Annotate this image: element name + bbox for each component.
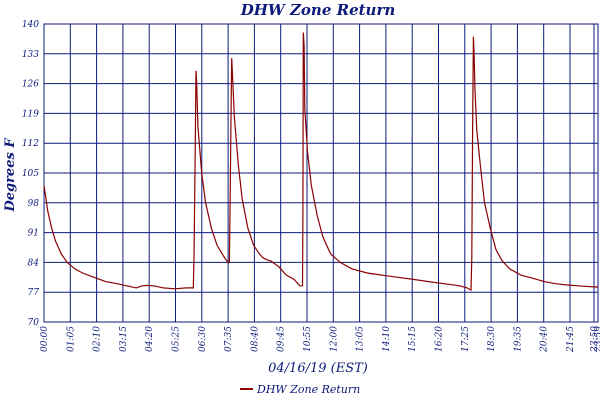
y-tick-label: 98	[28, 199, 40, 209]
y-tick-label: 140	[22, 20, 39, 30]
x-tick-label: 10:55	[303, 326, 313, 352]
plot-frame	[43, 23, 599, 323]
series-line-dhw-zone-return	[43, 32, 599, 292]
x-axis-label: 04/16/19 (EST)	[268, 361, 368, 376]
x-tick-label: 01:05	[66, 326, 76, 352]
x-tick-label: 12:00	[329, 326, 339, 352]
legend-label: DHW Zone Return	[256, 383, 360, 396]
x-tick-label: 21:45	[566, 326, 576, 353]
y-tick-label: 84	[28, 258, 40, 268]
y-tick-label: 126	[22, 80, 39, 90]
x-tick-label: 20:40	[540, 326, 550, 353]
x-tick-label: 05:25	[172, 326, 182, 352]
x-tick-label: 23:50	[590, 326, 600, 353]
y-tick-label: 119	[22, 109, 39, 119]
x-tick-labels: 00:00 01:05 02:10 03:15 04:20 05:25 06:30 07:35…	[40, 326, 600, 353]
x-tick-label: 19:35	[513, 326, 523, 352]
y-tick-label: 133	[22, 50, 39, 60]
x-tick-label: 08:40	[250, 326, 260, 352]
y-tick-label: 77	[28, 288, 40, 298]
y-tick-label: 105	[22, 169, 39, 179]
x-tick-label: 02:10	[93, 326, 103, 352]
y-axis-label: Degrees F	[3, 138, 18, 213]
gridlines	[43, 23, 599, 323]
x-tick-label: 07:35	[224, 326, 234, 352]
x-tick-label: 04:20	[145, 326, 155, 352]
x-tick-label: 17:25	[461, 326, 471, 352]
x-tick-label: 14:10	[382, 326, 392, 352]
x-tick-label: 23:59	[594, 326, 600, 353]
y-tick-label: 112	[22, 139, 39, 149]
x-tick-label: 00:00	[40, 326, 50, 352]
y-tick-label: 91	[28, 229, 39, 239]
x-tick-label: 06:30	[198, 326, 208, 352]
x-tick-label: 16:20	[435, 326, 445, 352]
chart-title: DHW Zone Return	[240, 1, 396, 19]
legend: DHW Zone Return	[240, 383, 360, 396]
x-tick-label: 09:45	[277, 326, 287, 352]
x-tick-label: 13:05	[356, 326, 366, 352]
x-tick-label: 15:15	[408, 326, 418, 352]
x-tick-label: 18:30	[487, 326, 497, 352]
y-tick-label: 70	[28, 318, 40, 328]
x-tick-label: 03:15	[119, 326, 129, 352]
y-tick-labels: 70 77 84 91 98 105 112 119 126 133 140	[22, 20, 39, 328]
